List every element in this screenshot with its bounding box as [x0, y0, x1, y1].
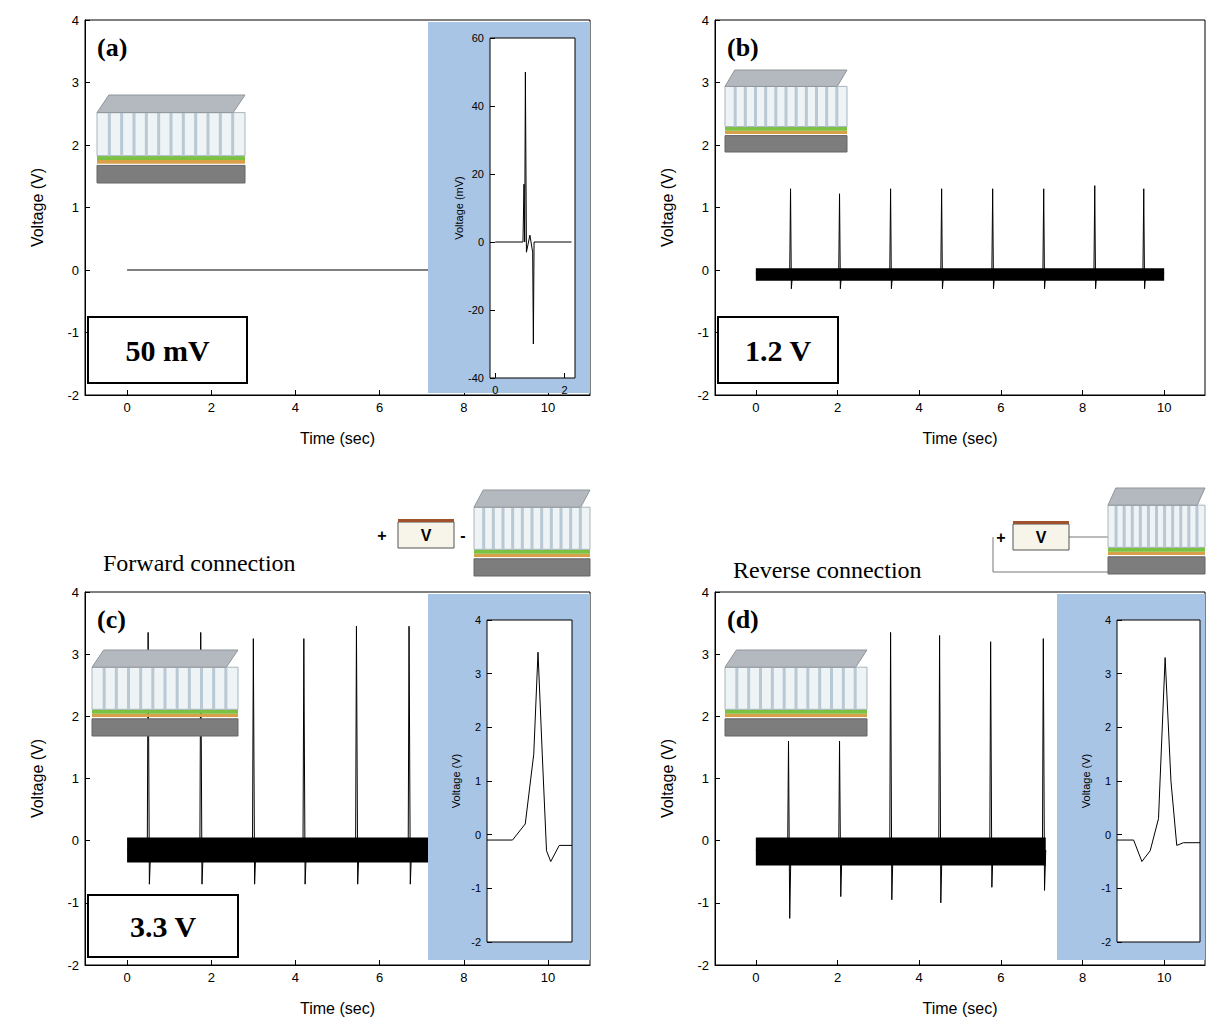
svg-text:V: V: [421, 527, 432, 544]
svg-text:+: +: [996, 529, 1005, 546]
svg-text:8: 8: [1079, 970, 1086, 985]
svg-text:1: 1: [702, 771, 709, 786]
svg-text:2: 2: [702, 138, 709, 153]
svg-text:8: 8: [460, 970, 467, 985]
svg-text:4: 4: [1105, 614, 1111, 626]
svg-text:(a): (a): [97, 33, 127, 62]
svg-text:4: 4: [916, 400, 923, 415]
svg-text:Time (sec): Time (sec): [300, 430, 375, 447]
svg-text:1.2 V: 1.2 V: [745, 334, 811, 367]
svg-text:6: 6: [376, 970, 383, 985]
svg-text:-1: -1: [471, 882, 481, 894]
svg-text:-2: -2: [697, 388, 709, 403]
svg-text:1: 1: [702, 200, 709, 215]
svg-text:3: 3: [72, 647, 79, 662]
svg-text:0: 0: [752, 400, 759, 415]
svg-text:6: 6: [376, 400, 383, 415]
svg-text:-: -: [460, 527, 465, 544]
svg-text:4: 4: [292, 970, 299, 985]
svg-text:3.3 V: 3.3 V: [130, 910, 196, 943]
svg-text:1: 1: [72, 200, 79, 215]
svg-text:4: 4: [702, 585, 709, 600]
svg-text:2: 2: [1105, 721, 1111, 733]
svg-text:10: 10: [1157, 970, 1171, 985]
svg-text:Voltage (mV): Voltage (mV): [453, 176, 465, 240]
svg-text:3: 3: [702, 75, 709, 90]
svg-text:(c): (c): [97, 605, 126, 634]
svg-text:2: 2: [208, 400, 215, 415]
svg-text:-1: -1: [1101, 882, 1111, 894]
svg-text:Voltage (V): Voltage (V): [29, 739, 46, 818]
svg-text:Voltage (V): Voltage (V): [1080, 754, 1092, 808]
svg-text:0: 0: [1105, 829, 1111, 841]
svg-text:-2: -2: [1101, 936, 1111, 948]
svg-text:60: 60: [472, 32, 484, 44]
svg-text:40: 40: [472, 100, 484, 112]
svg-text:1: 1: [475, 775, 481, 787]
svg-text:3: 3: [475, 668, 481, 680]
svg-text:(d): (d): [727, 605, 759, 634]
svg-text:2: 2: [72, 138, 79, 153]
svg-text:6: 6: [997, 970, 1004, 985]
svg-text:2: 2: [208, 970, 215, 985]
svg-text:+: +: [377, 527, 386, 544]
svg-text:Time (sec): Time (sec): [923, 1000, 998, 1017]
svg-text:Reverse connection: Reverse connection: [733, 557, 922, 583]
svg-text:8: 8: [460, 400, 467, 415]
svg-text:-1: -1: [67, 895, 79, 910]
svg-text:50 mV: 50 mV: [125, 334, 209, 367]
svg-text:-40: -40: [468, 372, 484, 384]
svg-text:3: 3: [72, 75, 79, 90]
svg-text:0: 0: [492, 384, 498, 396]
svg-text:0: 0: [752, 970, 759, 985]
svg-text:3: 3: [702, 647, 709, 662]
svg-text:1: 1: [1105, 775, 1111, 787]
svg-text:10: 10: [541, 400, 555, 415]
svg-text:0: 0: [123, 400, 130, 415]
svg-text:2: 2: [475, 721, 481, 733]
svg-text:0: 0: [123, 970, 130, 985]
svg-text:4: 4: [475, 614, 481, 626]
svg-text:-1: -1: [697, 895, 709, 910]
svg-text:0: 0: [72, 833, 79, 848]
svg-text:0: 0: [702, 833, 709, 848]
svg-text:Time (sec): Time (sec): [923, 430, 998, 447]
svg-text:1: 1: [72, 771, 79, 786]
svg-text:6: 6: [997, 400, 1004, 415]
svg-text:3: 3: [1105, 668, 1111, 680]
svg-text:10: 10: [541, 970, 555, 985]
svg-text:4: 4: [916, 970, 923, 985]
svg-text:-2: -2: [67, 958, 79, 973]
svg-text:20: 20: [472, 168, 484, 180]
svg-text:Forward connection: Forward connection: [103, 550, 296, 576]
svg-text:0: 0: [702, 263, 709, 278]
svg-text:Voltage (V): Voltage (V): [659, 739, 676, 818]
svg-text:4: 4: [72, 585, 79, 600]
svg-text:8: 8: [1079, 400, 1086, 415]
svg-text:-2: -2: [471, 936, 481, 948]
svg-text:Voltage (V): Voltage (V): [659, 168, 676, 247]
svg-text:2: 2: [72, 709, 79, 724]
svg-text:2: 2: [702, 709, 709, 724]
svg-text:(b): (b): [727, 33, 759, 62]
svg-text:2: 2: [562, 384, 568, 396]
svg-text:4: 4: [702, 13, 709, 28]
svg-text:Voltage (V): Voltage (V): [29, 168, 46, 247]
svg-text:2: 2: [834, 970, 841, 985]
svg-text:Voltage (V): Voltage (V): [450, 754, 462, 808]
svg-text:4: 4: [292, 400, 299, 415]
svg-text:-2: -2: [697, 958, 709, 973]
svg-text:0: 0: [478, 236, 484, 248]
svg-text:V: V: [1036, 529, 1047, 546]
svg-text:0: 0: [475, 829, 481, 841]
svg-text:2: 2: [834, 400, 841, 415]
svg-text:0: 0: [72, 263, 79, 278]
svg-text:4: 4: [72, 13, 79, 28]
svg-text:-1: -1: [67, 325, 79, 340]
svg-text:-1: -1: [697, 325, 709, 340]
svg-text:10: 10: [1157, 400, 1171, 415]
svg-text:Time (sec): Time (sec): [300, 1000, 375, 1017]
svg-text:-20: -20: [468, 304, 484, 316]
svg-text:-2: -2: [67, 388, 79, 403]
